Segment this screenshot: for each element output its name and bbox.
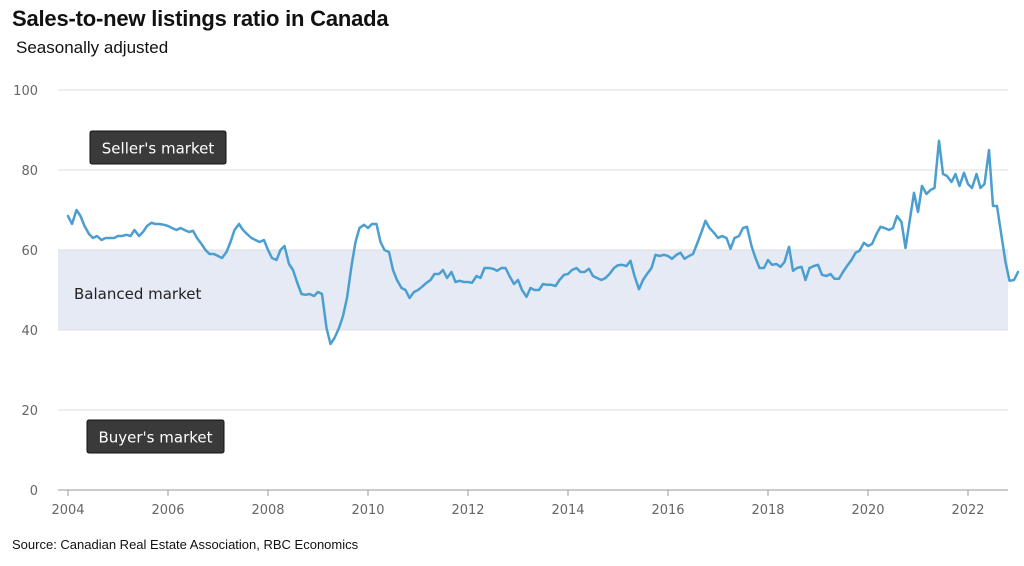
x-tick-label: 2006 [151,503,184,518]
chart-title: Sales-to-new listings ratio in Canada [12,6,389,31]
balanced-market-label: Balanced market [74,285,201,303]
x-tick-label: 2020 [851,503,884,518]
x-tick-label: 2014 [551,503,584,518]
sellers-market-label: Seller's market [102,140,215,158]
chart-source: Source: Canadian Real Estate Association… [12,537,359,552]
buyers-market-label: Buyer's market [98,429,212,447]
chart-subtitle: Seasonally adjusted [16,38,169,57]
y-tick-label: 20 [21,404,38,419]
series-line [66,139,1020,346]
y-tick-label: 100 [13,84,38,99]
x-tick-label: 2012 [451,503,484,518]
y-tick-label: 0 [30,484,38,499]
x-tick-label: 2004 [51,503,84,518]
x-tick-label: 2016 [651,503,684,518]
buyers-market-label-box [86,419,225,454]
x-tick-label: 2010 [351,503,384,518]
x-tick-label: 2018 [751,503,784,518]
x-tick-label: 2022 [951,503,984,518]
sellers-market-label-box [89,130,227,165]
y-tick-label: 40 [21,324,38,339]
y-tick-label: 80 [21,164,38,179]
x-tick-label: 2008 [251,503,284,518]
y-tick-label: 60 [21,244,38,259]
